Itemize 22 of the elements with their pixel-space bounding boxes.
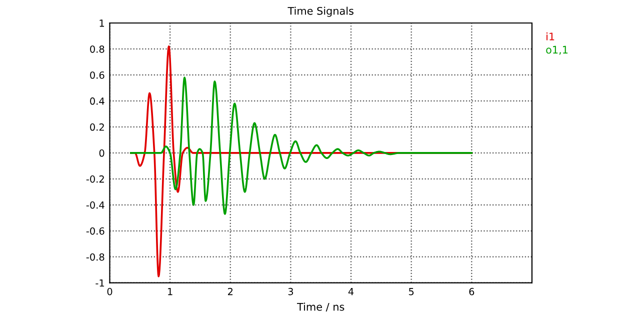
x-tick-label: 0 [107, 288, 112, 296]
y-tick-label: -0.6 [86, 227, 104, 235]
y-tick-label: -0.4 [86, 201, 104, 209]
y-tick-label: -0.2 [86, 175, 104, 183]
x-axis-title: Time / ns [296, 302, 344, 312]
x-tick-label: 3 [288, 288, 294, 296]
x-tick-label: 6 [469, 288, 474, 296]
y-tick-label: 0.2 [90, 123, 104, 131]
y-tick-label: -1 [96, 279, 104, 287]
x-tick-label: 5 [408, 288, 414, 296]
x-tick-label: 1 [168, 288, 172, 296]
y-tick-label: 0.8 [90, 45, 104, 53]
y-tick-label: 0 [99, 149, 104, 157]
y-tick-label: 1 [100, 20, 104, 27]
y-tick-label: 0.6 [90, 71, 104, 79]
y-tick-label: 0.4 [90, 97, 104, 105]
y-tick-label: -0.8 [86, 253, 104, 261]
text: i1 [546, 32, 554, 40]
x-tick-label: 4 [348, 288, 354, 296]
chart-title: Time Signals [288, 6, 354, 17]
x-tick-label: 2 [228, 288, 232, 296]
text: o1,1 [546, 46, 568, 55]
